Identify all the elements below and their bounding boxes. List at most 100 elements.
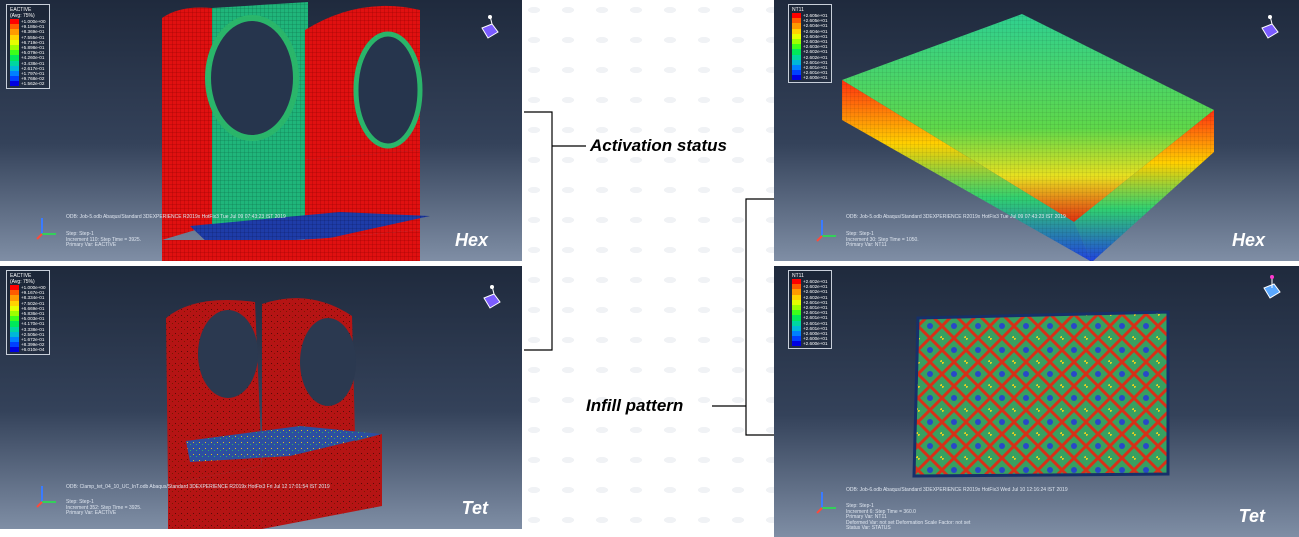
step-line-3: Primary Var: EACTIVE: [66, 510, 117, 517]
view-cube-icon: [481, 15, 499, 39]
legend-swatch: [792, 299, 801, 305]
legend-row: +2.603e+01: [792, 38, 828, 45]
step-line-2: Increment 352: Step Time = 3925.: [66, 504, 142, 511]
legend-row: +2.602e+01: [792, 284, 828, 290]
legend-swatch: [10, 295, 19, 301]
legend-value: +2.505e-01: [21, 331, 45, 337]
mesh-label: Hex: [1231, 230, 1265, 250]
legend-value: +1.797e-01: [21, 70, 45, 76]
infill-pattern-label: Infill pattern: [586, 396, 684, 415]
legend-swatch: [792, 279, 801, 285]
panel-tet-infill: NT11 +2.602e+01 +2.602e+01 +2.602e+01 +2.60…: [774, 266, 1299, 537]
legend-swatch: [10, 60, 19, 66]
legend-value: +8.369e-01: [21, 29, 45, 35]
legend-row: +1.562e-02: [10, 81, 46, 87]
step-line-1: Step: Step-1: [846, 503, 874, 509]
legend-row: +9.186e-01: [10, 24, 46, 30]
legend-swatch: [792, 75, 801, 81]
legend-value: +2.600e+01: [803, 341, 828, 347]
clamp-tet-model: [166, 298, 382, 529]
legend-swatch: [792, 70, 801, 76]
panel-hex-infill: NT11 +2.605e+01 +2.605e+01 +2.604e+01 +2.60…: [774, 0, 1299, 261]
legend-value: +2.604e+01: [803, 33, 828, 39]
legend-row: +2.601e+01: [792, 325, 828, 331]
legend-value: +9.768e-02: [21, 76, 45, 82]
legend-row: +2.602e+01: [792, 289, 828, 295]
legend-value: +4.170e-01: [21, 321, 45, 327]
legend-value: +2.601e+01: [803, 299, 828, 305]
legend-value: +7.555e-01: [21, 34, 45, 40]
legend-value: +3.338e-01: [21, 326, 45, 332]
legend-value: +2.600e+01: [803, 330, 828, 336]
legend-row: +2.604e+01: [792, 23, 828, 29]
legend-swatch: [10, 19, 19, 25]
legend-value: +2.600e+01: [803, 75, 828, 81]
mesh-label: Tet: [1238, 506, 1265, 526]
legend-row: +5.079e-01: [10, 50, 46, 56]
legend-row: +9.768e-02: [10, 76, 46, 82]
legend-swatch: [792, 38, 801, 45]
legend-value: +2.605e+01: [803, 13, 828, 19]
panel-hex-activation: EACTIVE (Avg: 75%) +1.000e+00 +9.186e-01 +…: [0, 0, 522, 261]
legend-swatch: [10, 29, 19, 35]
legend-swatch: [10, 331, 19, 337]
legend-title: EACTIVE: [10, 7, 32, 13]
step-line-2: Increment 6: Step Time = 360.0: [846, 508, 916, 515]
legend-row: +2.601e+01: [792, 64, 828, 71]
odb-info: ODB: Clamp_tet_04_10_UC_InT.odb Abaqus/S…: [66, 484, 330, 490]
legend-value: +2.605e+01: [803, 18, 828, 24]
legend-swatch: [10, 290, 19, 296]
legend-row: +8.334e-01: [10, 295, 46, 301]
legend-value: +2.604e+01: [803, 23, 828, 29]
legend-swatch: [792, 336, 801, 342]
legend-value: +8.334e-01: [21, 295, 45, 301]
step-line-1: Step: Step-1: [66, 231, 94, 237]
step-line-3: Primary Var: NT11: [846, 242, 887, 249]
legend-value: +1.672e-01: [21, 336, 45, 342]
legend-row: +3.438e-01: [10, 60, 46, 66]
legend-value: +2.602e+01: [803, 294, 828, 300]
step-line-1: Step: Step-1: [66, 499, 94, 505]
legend: NT11 +2.602e+01 +2.602e+01 +2.602e+01 +2.60…: [788, 270, 832, 350]
legend-row: +2.600e+01: [792, 75, 828, 81]
legend-row: +2.600e+01: [792, 336, 828, 342]
view-cube-icon: [1261, 15, 1279, 39]
legend-row: +2.604e+01: [792, 33, 828, 39]
legend-swatch: [792, 49, 801, 55]
legend-swatch: [792, 284, 801, 290]
legend-swatch: [10, 347, 19, 353]
legend-row: +2.601e+01: [792, 59, 828, 65]
legend-row: +2.603e+01: [792, 44, 828, 50]
legend-value: +2.601e+01: [803, 320, 828, 326]
legend-subtitle: (Avg: 75%): [10, 13, 35, 19]
activation-status-label: Activation status: [590, 136, 727, 155]
legend-swatch: [10, 44, 19, 51]
axis-triad-icon: [36, 218, 56, 240]
legend-value: +2.601e+01: [803, 70, 828, 76]
legend-row: +2.605e+01: [792, 18, 828, 24]
legend-value: +6.719e-01: [21, 39, 45, 45]
legend-swatch: [10, 81, 19, 87]
mesh-label: Hex: [454, 230, 488, 250]
legend-swatch: [10, 300, 19, 306]
legend-swatch: [10, 321, 19, 327]
step-line-3: Primary Var: NT11: [846, 514, 887, 521]
legend-value: +7.502e-01: [21, 300, 45, 306]
legend-swatch: [792, 54, 801, 60]
step-line-2: Increment 110: Step Time = 3925.: [66, 236, 142, 243]
clamp-hex-model: [162, 2, 430, 261]
legend: EACTIVE (Avg: 75%) +1.000e+00 +9.167e-01 +…: [6, 270, 50, 356]
legend-value: +2.602e+01: [803, 284, 828, 290]
legend-value: +2.602e+01: [803, 279, 828, 285]
view-cube-icon: [483, 285, 501, 309]
legend-row: +2.600e+01: [792, 341, 828, 347]
legend-value: +2.603e+01: [803, 44, 828, 50]
legend-row: +2.601e+01: [792, 320, 828, 326]
legend-swatch: [792, 18, 801, 24]
legend-value: +2.604e+01: [803, 28, 828, 34]
legend-swatch: [792, 325, 801, 331]
legend-row: +7.555e-01: [10, 34, 46, 40]
odb-info: ODB: Job-5.odb Abaqus/Standard 3DEXPERIE…: [846, 214, 1066, 220]
legend-swatch: [792, 315, 801, 321]
